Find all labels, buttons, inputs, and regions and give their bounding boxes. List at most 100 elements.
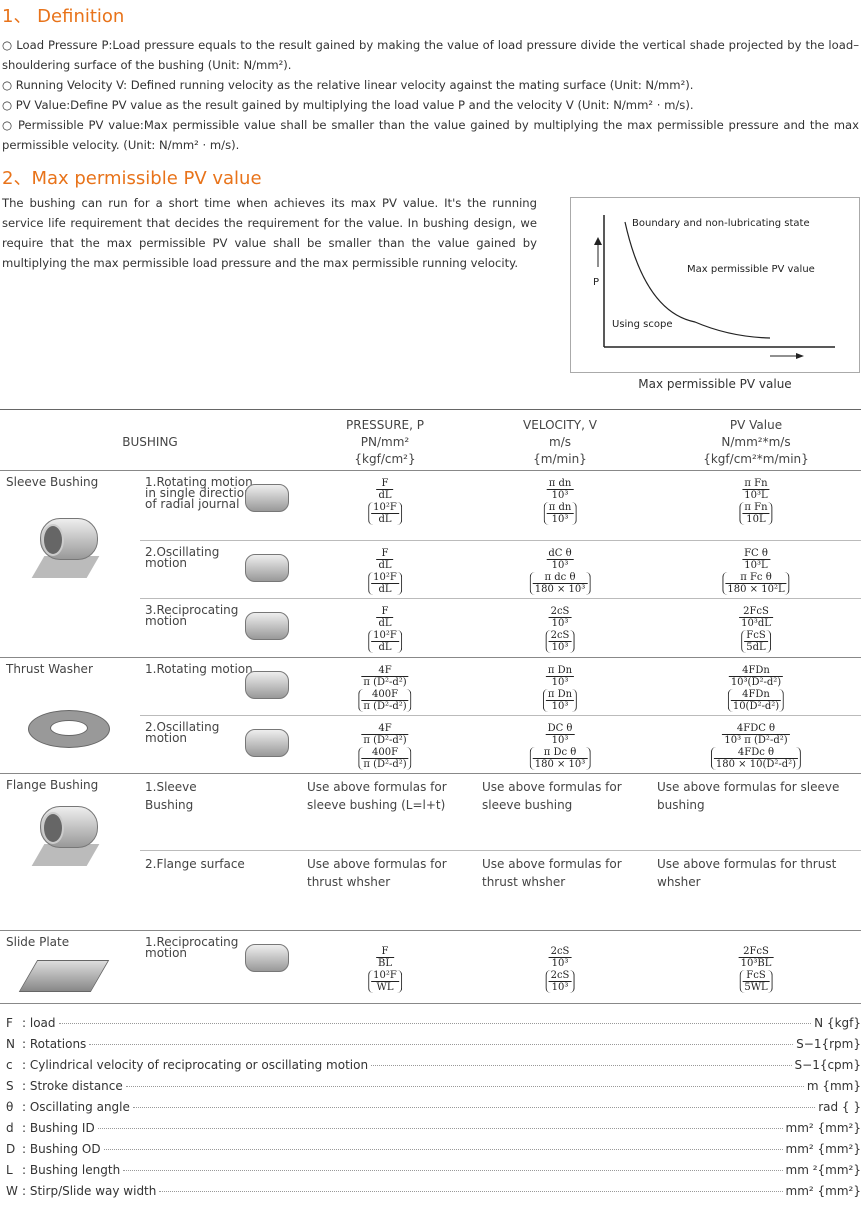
numerator: FcS: [742, 970, 770, 982]
numerator: 2cS: [548, 630, 572, 642]
legend-symbol: W: [6, 1184, 18, 1198]
fraction: FcS 5WL: [742, 970, 770, 993]
motion-icon: [245, 729, 289, 757]
legend-unit: mm² {mm²}: [785, 1142, 861, 1156]
legend-symbol: d: [6, 1121, 14, 1135]
motion-icon: [245, 612, 289, 640]
formula-text: Use above formulas for thrust whsher: [307, 857, 447, 889]
fraction: π dn 10³: [546, 502, 574, 525]
denominator: π (D²-d²): [363, 677, 407, 688]
section-title: 1、 Definition: [2, 6, 125, 27]
alt-fraction: 400F π (D²-d²): [358, 689, 412, 712]
numerator: π Dc θ: [532, 747, 588, 759]
slide-plate: [18, 960, 110, 992]
fraction: 10²F dL: [371, 572, 399, 595]
numerator: 4FDC θ: [722, 723, 790, 735]
numerator: 10²F: [371, 630, 399, 642]
legend-unit: m {mm}: [806, 1079, 861, 1093]
bore: [42, 524, 64, 556]
numerator: 2cS: [548, 606, 572, 618]
motion-label: 1.Rotating motion in single direction of…: [145, 475, 253, 511]
legend-desc: : Cylindrical velocity of reciprocating …: [22, 1058, 369, 1072]
fraction: 2FcS 10³dL: [739, 606, 773, 629]
group-name: Flange Bushing: [6, 778, 99, 792]
fraction: π dc θ 180 × 10³: [532, 572, 588, 595]
numerator: FC θ: [742, 548, 770, 560]
fraction: 10²F WL: [371, 970, 399, 993]
legend-desc: : Bushing length: [22, 1163, 121, 1177]
formula-text: Use above formulas for sleeve bushing: [657, 780, 840, 812]
bushing-icon: [18, 512, 118, 582]
denominator: WL: [376, 982, 394, 993]
numerator: 10²F: [371, 502, 399, 514]
motion-icon: [245, 554, 289, 582]
rule: [140, 540, 861, 541]
numerator: F: [376, 478, 394, 490]
leader: [125, 1086, 804, 1087]
numerator: 2cS: [548, 946, 572, 958]
numerator: 2FcS: [738, 946, 774, 958]
alt-fraction: 10²F dL: [368, 572, 402, 595]
formula: FC θ 10³L π Fc θ 180 × 10²L: [722, 548, 790, 595]
numerator: 4F: [361, 723, 409, 735]
legend-unit: mm² {mm²}: [785, 1184, 861, 1198]
numerator: π Fn: [742, 478, 770, 490]
header-cell: m/s: [549, 435, 571, 449]
legend-row: S: Stroke distance m {mm}: [6, 1079, 861, 1100]
numerator: π Dn: [545, 665, 575, 677]
legend-symbol: N: [6, 1037, 15, 1051]
denominator: π (D²-d²): [363, 701, 407, 712]
bore: [42, 812, 64, 844]
denominator: 180 × 10³: [534, 759, 586, 770]
fraction: 4F π (D²-d²): [361, 723, 409, 746]
curve-label: Max permissible PV value: [687, 264, 815, 275]
leader: [371, 1065, 792, 1066]
motion-icon: [245, 671, 289, 699]
alt-fraction: π Dc θ 180 × 10³: [529, 747, 591, 770]
numerator: π dn: [546, 502, 574, 514]
header-cell: PV Value: [729, 418, 783, 432]
area-label: Using scope: [612, 319, 673, 330]
numerator: 4FDn: [728, 665, 784, 677]
numerator: dC θ: [546, 548, 574, 560]
numerator: FcS: [744, 630, 768, 642]
legend-row: c: Cylindrical velocity of reciprocating…: [6, 1058, 861, 1079]
legend-row: N: Rotations S−1{rpm}: [6, 1037, 861, 1058]
legend-symbol: F: [6, 1016, 13, 1030]
alt-fraction: π dn 10³: [543, 502, 577, 525]
motion-label: 1.Sleeve Bushing: [145, 780, 197, 812]
section-title: 2、Max permissible PV value: [2, 168, 262, 189]
motion-label: 2.Flange surface: [145, 857, 245, 871]
denominator: dL: [378, 642, 392, 653]
rule: [0, 773, 861, 774]
rule: [0, 657, 861, 658]
fraction: 10²F dL: [371, 630, 399, 653]
numerator: 400F: [361, 747, 409, 759]
bushing-icon: [18, 950, 118, 1020]
numerator: π Dn: [545, 689, 575, 701]
fraction: π Fn 10L: [742, 502, 770, 525]
alt-fraction: π Fc θ 180 × 10²L: [722, 572, 790, 595]
formula-text: Use above formulas for thrust whsher: [657, 857, 837, 889]
fraction: 2cS 10³: [548, 970, 572, 993]
formula: π dn 10³ π dn 10³: [543, 478, 577, 525]
denominator: 180 × 10²L: [727, 584, 785, 595]
denominator: 10³: [551, 490, 569, 501]
rule: [0, 470, 861, 471]
fraction: 2cS 10³: [548, 946, 572, 969]
fraction: π Fn 10³L: [742, 478, 770, 501]
legend-symbol: D: [6, 1142, 16, 1156]
numerator: 4FDn: [730, 689, 782, 701]
numerator: DC θ: [545, 723, 575, 735]
alt-fraction: π Fn 10L: [739, 502, 773, 525]
legend-symbol: L: [6, 1163, 13, 1177]
denominator: dL: [378, 514, 392, 525]
numerator: π dc θ: [532, 572, 588, 584]
formula: 4F π (D²-d²) 400F π (D²-d²): [358, 723, 412, 770]
legend-row: θ: Oscillating angle rad { }: [6, 1100, 861, 1121]
formula-text: Use above formulas for sleeve bushing (L…: [307, 780, 447, 812]
group-name: Slide Plate: [6, 935, 70, 949]
numerator: 4FDc θ: [713, 747, 799, 759]
header-cell: {m/min}: [533, 452, 587, 466]
